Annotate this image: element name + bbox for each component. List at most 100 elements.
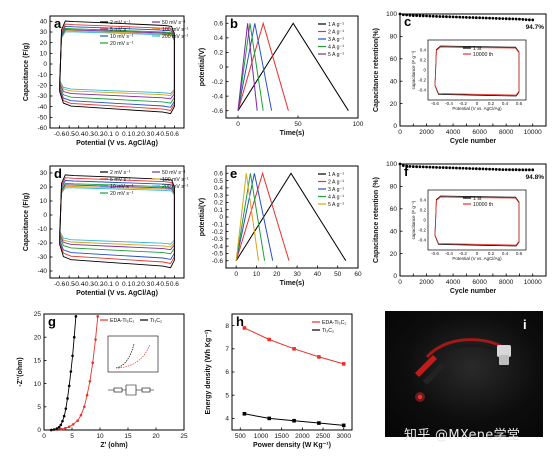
retention-point xyxy=(448,15,452,19)
inset-x-tick-label: -0.4 xyxy=(445,101,453,106)
red-clip xyxy=(415,355,437,377)
y-tick-label: 20 xyxy=(40,40,48,47)
y-tick-label: -60 xyxy=(38,125,48,132)
x-tick-label: 0.6 xyxy=(170,281,179,288)
x-tick-label: 8000 xyxy=(499,129,514,136)
plot-frame xyxy=(43,313,185,431)
retention-point xyxy=(491,16,495,20)
gcd-curve xyxy=(237,23,258,111)
y-tick-label: -40 xyxy=(38,104,48,111)
panel-label: b xyxy=(230,16,238,31)
inset-legend-label: 10000 th xyxy=(473,202,493,208)
retention-point xyxy=(521,168,525,172)
x-axis-label: Z' (ohm) xyxy=(100,442,127,449)
y-tick-label: 0.1 xyxy=(214,207,223,214)
y-tick-label: -50 xyxy=(38,115,48,122)
x-tick-label: 0 xyxy=(234,271,238,278)
retention-point xyxy=(421,165,425,169)
retention-point xyxy=(455,15,458,19)
retention-point xyxy=(418,14,422,18)
y-tick-label: 20 xyxy=(390,251,398,258)
x-tick-label: 6000 xyxy=(472,129,487,136)
panel-label: e xyxy=(230,166,237,181)
gcd-curve xyxy=(237,22,349,111)
retention-point xyxy=(511,168,515,172)
x-axis-label: Power density (W Kg⁻¹) xyxy=(253,442,331,449)
x-tick-labels: 0 2000 4000 6000 8000 10000 xyxy=(398,279,542,286)
inset-y-tick-label: -0.2 xyxy=(418,228,426,233)
eis-point xyxy=(96,315,100,318)
x-tick-labels: 0 5 10 15 20 25 xyxy=(42,433,188,440)
gcd-legend-label: 5 A g⁻¹ xyxy=(328,52,344,58)
inset-x-tick-label: -0.6 xyxy=(431,101,439,106)
retention-point xyxy=(504,17,508,21)
eis-legend-label: Ti₃C₂ xyxy=(150,318,162,324)
y-tick-label: -0.4 xyxy=(212,243,224,250)
inset-x-tick-label: 0.6 xyxy=(516,101,523,106)
x-tick-label: 8000 xyxy=(499,279,514,286)
gcd-curve xyxy=(235,171,290,261)
y-tick-label: -40 xyxy=(38,268,48,275)
eis-point xyxy=(52,428,56,431)
retention-point xyxy=(435,165,438,169)
retention-point xyxy=(421,14,425,18)
y-axis-label: Capacitance retention(%) xyxy=(373,28,380,112)
y-tick-label: 0 xyxy=(37,427,41,434)
retention-point xyxy=(448,166,452,170)
ragone-legend-label: EDA-Ti₃C₂ xyxy=(322,320,346,326)
x-tick-label: 0 xyxy=(115,131,119,138)
retention-point xyxy=(531,18,535,22)
panel-label: g xyxy=(48,314,56,329)
ragone-point xyxy=(242,411,247,416)
eis-point xyxy=(62,414,66,418)
y-tick-label: -30 xyxy=(38,93,48,100)
x-tick-label: 20 xyxy=(273,271,281,278)
led-light xyxy=(417,394,423,400)
x-tick-labels: -0.6-0.5-0.4-0.3-0.2-0.1 0 0.1 0.2 0.3 0.4 0.5… xyxy=(54,131,179,138)
x-tick-label: 2500 xyxy=(316,433,331,440)
red-wire xyxy=(425,338,504,359)
device-photo: i xyxy=(385,311,543,437)
retention-point xyxy=(455,166,458,170)
panel-label: d xyxy=(54,166,62,181)
eis-point xyxy=(91,361,95,365)
x-tick-label: 0.4 xyxy=(151,281,160,288)
inset-y-axis-label: capacitance (F g⁻¹) xyxy=(411,200,416,239)
y-tick-label: 4 xyxy=(225,416,229,423)
inset-x-tick-label: -0.4 xyxy=(445,251,453,256)
y-tick-label: 6 xyxy=(225,369,229,376)
x-tick-label: 0.4 xyxy=(151,131,160,138)
panel-label-i: i xyxy=(523,317,527,332)
y-tick-label: -10 xyxy=(38,72,48,79)
plot-frame xyxy=(399,13,547,127)
eis-point xyxy=(59,423,63,427)
eis-point xyxy=(74,315,78,318)
cv-legend-label: 5 mV s⁻¹ xyxy=(110,27,131,33)
inset-x-axis-label: Potential (V vs. AgCl/Ag) xyxy=(452,106,502,111)
eis-point xyxy=(76,419,79,423)
x-tick-label: -0.2 xyxy=(92,131,104,138)
retention-point xyxy=(498,17,501,20)
gcd-curve xyxy=(235,173,266,261)
gcd-legend-label: 4 A g⁻¹ xyxy=(328,44,344,50)
gcd-curve xyxy=(235,173,274,261)
x-axis-label: Cycle number xyxy=(450,288,497,295)
gcd-legend-label: 4 A g⁻¹ xyxy=(328,194,344,200)
inset-x-tick-label: -0.2 xyxy=(459,251,467,256)
retention-point xyxy=(524,18,528,21)
y-tick-label: 0 xyxy=(393,273,397,280)
retention-point xyxy=(441,166,445,169)
y-tick-label: 0.6 xyxy=(214,20,223,27)
ragone-point xyxy=(341,362,346,366)
retention-point xyxy=(531,168,535,172)
panel-e: 0 10 20 30 40 50 60-0.6-0.5-0.4-0.3-0.2-0.100.… xyxy=(199,165,362,287)
x-tick-label: 0.5 xyxy=(160,131,169,138)
x-tick-label: 2000 xyxy=(295,433,310,440)
eis-point xyxy=(94,338,97,341)
x-axis-label: Potential (V vs. AgCl/Ag) xyxy=(76,290,158,297)
x-tick-labels: 500 1000 1500 2000 2500 3000 xyxy=(235,433,351,440)
x-tick-label: 0.2 xyxy=(132,131,141,138)
retention-point xyxy=(481,16,485,20)
y-tick-labels: -60 -50 -40 -30 -20 -10 0 10 20 30 40 xyxy=(38,19,48,133)
y-tick-label: -0.4 xyxy=(212,93,224,100)
